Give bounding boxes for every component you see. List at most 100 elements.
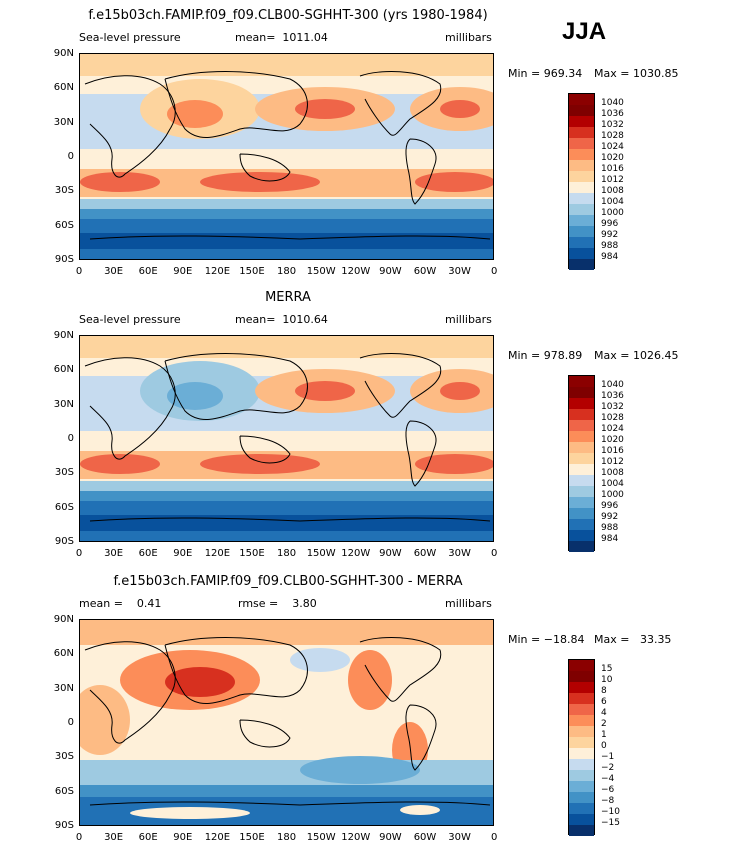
- lat-label: 60S: [54, 219, 74, 231]
- colorbar-swatch: [569, 814, 594, 825]
- lon-label: 150E: [239, 832, 265, 843]
- lon-label: 90W: [379, 548, 402, 559]
- colorbar-swatch: [569, 726, 594, 737]
- colorbar: [568, 93, 595, 270]
- lon-label: 60W: [413, 832, 437, 843]
- colorbar-label: 1000: [601, 490, 624, 500]
- panel-left-label: Sea-level pressure: [79, 313, 181, 326]
- min-label: Min = 969.34: [508, 67, 583, 80]
- coastline-1: [164, 637, 308, 704]
- coastline-3: [359, 636, 442, 702]
- colorbar-swatch: [569, 387, 594, 398]
- coastline-0: [84, 641, 176, 744]
- lat-label: 0: [67, 432, 74, 444]
- colorbar-label: 1016: [601, 164, 624, 174]
- coastline-3: [359, 352, 442, 418]
- colorbar-swatch: [569, 182, 594, 193]
- colorbar-label: 1008: [601, 186, 624, 196]
- colorbar-label: 1024: [601, 142, 624, 152]
- colorbar-label: −15: [601, 818, 620, 828]
- lon-label: 120E: [204, 548, 231, 559]
- lon-label: 90W: [379, 832, 402, 843]
- lon-label: 120W: [341, 266, 371, 277]
- colorbar-label: 1012: [601, 457, 624, 467]
- colorbar-swatch: [569, 193, 594, 204]
- lat-label: 60N: [53, 82, 74, 94]
- colorbar-swatch: [569, 715, 594, 726]
- colorbar: [568, 375, 595, 552]
- lat-label: 0: [67, 716, 74, 728]
- colorbar-label: 1032: [601, 120, 624, 130]
- lat-label: 30S: [54, 185, 74, 197]
- colorbar-swatch: [569, 442, 594, 453]
- panel-center-label: mean= 1010.64: [235, 313, 328, 326]
- lat-label: 30S: [54, 467, 74, 479]
- colorbar-swatch: [569, 770, 594, 781]
- lon-label: 30E: [104, 548, 124, 559]
- colorbar-label: 1024: [601, 424, 624, 434]
- max-label: Max = 1026.45: [594, 349, 679, 362]
- colorbar-swatch: [569, 138, 594, 149]
- colorbar-label: 0: [601, 741, 607, 751]
- panel-title: f.e15b03ch.FAMIP.f09_f09.CLB00-SGHHT-300…: [88, 8, 488, 23]
- colorbar-swatch: [569, 94, 594, 105]
- season-label: JJA: [562, 18, 607, 45]
- colorbar-label: −4: [601, 774, 615, 784]
- lon-label: 30W: [448, 832, 471, 843]
- coastline-2: [239, 719, 291, 748]
- lat-label: 90S: [54, 535, 74, 547]
- colorbar-swatch: [569, 204, 594, 215]
- colorbar-label: 996: [601, 501, 619, 511]
- coastline-5: [89, 801, 491, 806]
- colorbar-swatch: [569, 376, 594, 387]
- lon-label: 60W: [413, 548, 437, 559]
- panel-right-label: millibars: [445, 597, 492, 610]
- colorbar-label: 988: [601, 523, 619, 533]
- colorbar-swatch: [569, 475, 594, 486]
- colorbar-label: 1000: [601, 208, 624, 218]
- lon-label: 180: [277, 266, 297, 277]
- lon-label: 60W: [413, 266, 437, 277]
- colorbar: [568, 659, 595, 836]
- lon-label: 0: [491, 832, 498, 843]
- coastline-2: [239, 153, 291, 182]
- colorbar-swatch: [569, 530, 594, 541]
- coastline-1: [164, 353, 308, 420]
- colorbar-label: −1: [601, 752, 615, 762]
- colorbar-label: 1016: [601, 446, 624, 456]
- lon-label: 90E: [173, 832, 193, 843]
- lon-label: 120E: [204, 266, 231, 277]
- coastline-4: [405, 420, 437, 487]
- lon-label: 30W: [448, 548, 471, 559]
- colorbar-swatch: [569, 759, 594, 770]
- lon-label: 150E: [239, 548, 265, 559]
- colorbar-swatch: [569, 127, 594, 138]
- colorbar-label: 1: [601, 730, 607, 740]
- colorbar-swatch: [569, 105, 594, 116]
- panel-left-label: mean = 0.41: [79, 597, 162, 610]
- colorbar-label: 992: [601, 230, 619, 240]
- lat-label: 30N: [53, 398, 74, 410]
- coastline-0: [84, 357, 176, 460]
- lat-label: 60N: [53, 648, 74, 660]
- coastline-3: [359, 70, 442, 136]
- lon-label: 150W: [306, 832, 336, 843]
- panel-title: MERRA: [265, 290, 311, 305]
- lat-label: 30N: [53, 116, 74, 128]
- colorbar-label: 984: [601, 252, 619, 262]
- max-label: Max = 33.35: [594, 633, 672, 646]
- colorbar-label: 4: [601, 708, 607, 718]
- lon-label: 180: [277, 548, 297, 559]
- lon-label: 30E: [104, 832, 124, 843]
- lon-label: 30W: [448, 266, 471, 277]
- colorbar-label: 1040: [601, 98, 624, 108]
- coastline-5: [89, 235, 491, 240]
- lon-label: 0: [75, 832, 83, 843]
- colorbar-swatch: [569, 486, 594, 497]
- min-label: Min = 978.89: [508, 349, 583, 362]
- colorbar-label: 1020: [601, 153, 624, 163]
- colorbar-swatch: [569, 792, 594, 803]
- lon-label: 90E: [173, 548, 193, 559]
- map-plot: [79, 619, 494, 826]
- lon-label: 150E: [239, 266, 265, 277]
